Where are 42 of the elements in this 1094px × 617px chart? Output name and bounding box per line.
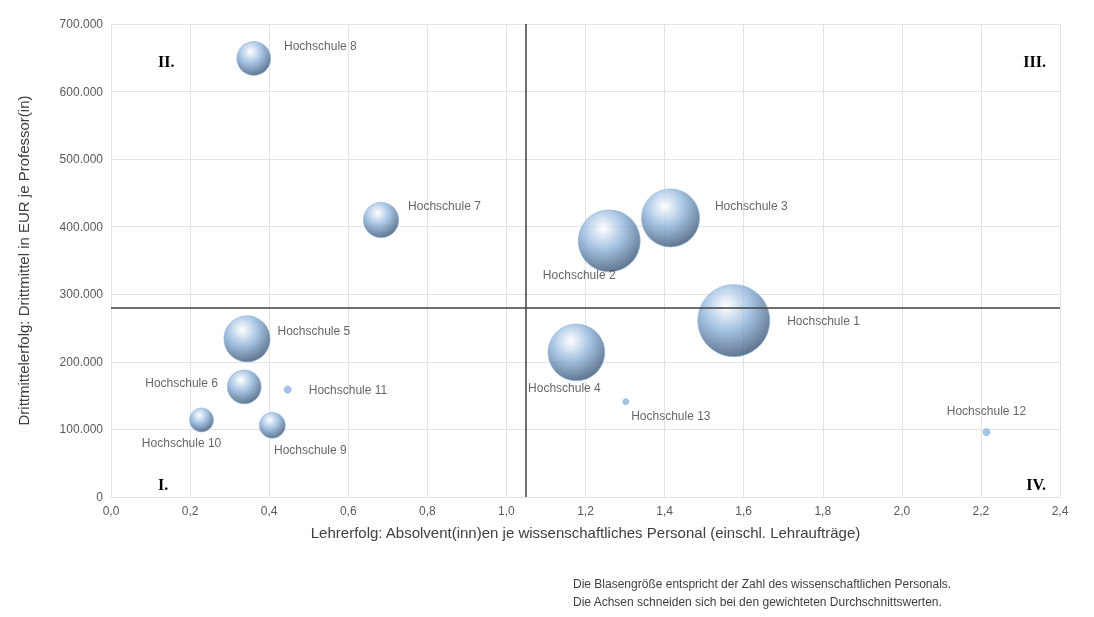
x-tick-label: 0,4 [260, 504, 278, 518]
y-tick-label: 300.000 [59, 287, 104, 302]
y-tick-label: 600.000 [59, 84, 104, 99]
x-tick-label: 1,8 [814, 504, 832, 518]
series-label: Hochschule 9 [273, 442, 348, 457]
annotation: II. [158, 52, 175, 70]
y-tick-label: 700.000 [59, 17, 104, 31]
series-label: Hochschule 13 [631, 409, 711, 424]
x-tick-label: 2,2 [972, 504, 990, 518]
annotation: III. [1023, 52, 1047, 70]
x-tick-label: 0,0 [102, 504, 120, 518]
series-label: Hochschule 1 [787, 313, 861, 328]
y-tick-label: 500.000 [59, 152, 104, 167]
annotation: IV. [1026, 475, 1046, 493]
text: Die Achsen schneiden sich bei den gewichteten Durchschnittswerten. [573, 595, 942, 609]
x-tick-label: 0,8 [418, 504, 436, 518]
x-tick-label: 1,2 [577, 504, 595, 518]
series-label: Hochschule 7 [408, 198, 482, 213]
y-tick-label: 200.000 [59, 354, 104, 369]
x-tick-label: 1,0 [498, 504, 516, 518]
series-label: Hochschule 12 [946, 404, 1027, 419]
y-tick-label: 0 [96, 490, 104, 504]
x-tick-label: 2,0 [893, 504, 911, 518]
y-tick-label: 100.000 [59, 422, 104, 437]
series-label: Hochschule 11 [308, 382, 388, 397]
x-axis-title: Lehrerfolg: Absolvent(inn)en je wissenschaftliches Personal (einschl. Lehraufträge) [310, 524, 861, 541]
x-tick-label: 0,2 [181, 504, 199, 518]
series-label: Hochschule 4 [528, 381, 602, 396]
x-tick-label: 1,4 [656, 504, 674, 518]
x-tick-label: 2,4 [1051, 504, 1069, 518]
series-label: Hochschule 8 [284, 39, 358, 54]
series-label: Hochschule 3 [714, 198, 788, 213]
series-label: Hochschule 10 [141, 436, 222, 451]
series-label: Hochschule 2 [542, 268, 616, 283]
y-tick-label: 400.000 [59, 219, 104, 234]
y-axis-title: Drittmittelerfolg: Drittmittel in EUR je Professor(in) [15, 95, 32, 426]
series-label: Hochschule 6 [145, 375, 219, 390]
annotation: I. [158, 475, 169, 493]
x-tick-label: 1,6 [735, 504, 753, 518]
x-tick-label: 0,6 [339, 504, 357, 518]
text: Die Blasengröße entspricht der Zahl des wissenschaftlichen Personals. [573, 577, 952, 591]
series-label: Hochschule 5 [277, 323, 351, 338]
